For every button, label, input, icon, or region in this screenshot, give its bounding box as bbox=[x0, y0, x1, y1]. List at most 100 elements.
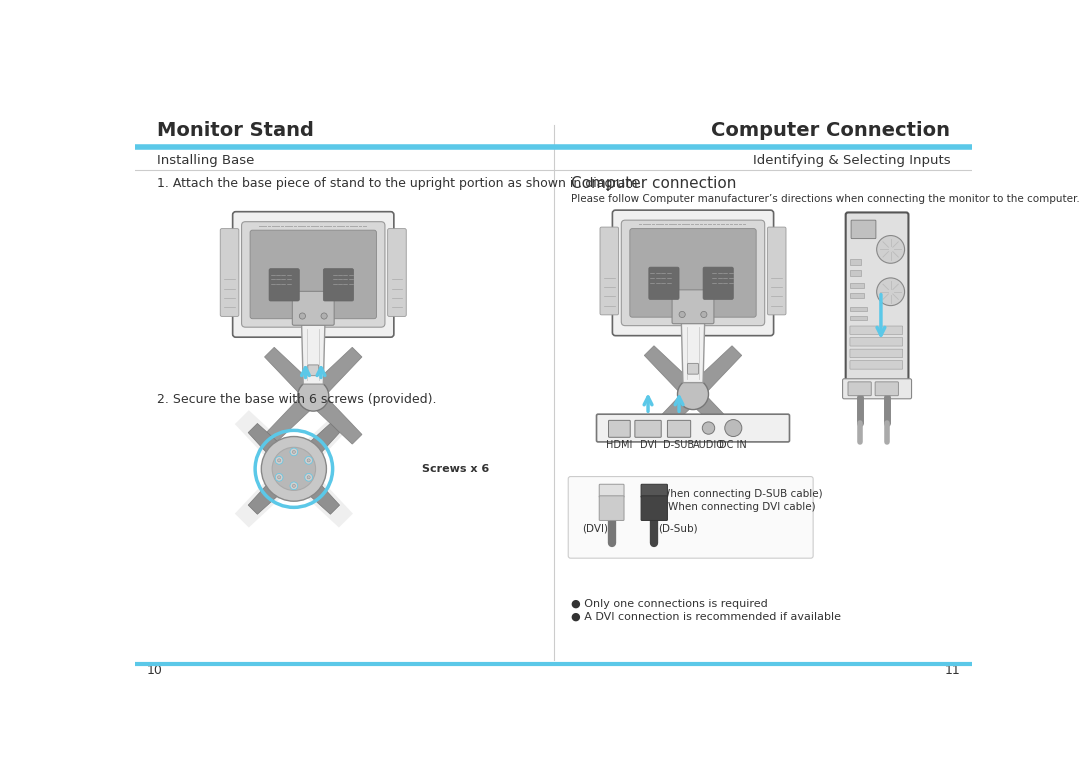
FancyBboxPatch shape bbox=[600, 227, 619, 315]
Polygon shape bbox=[645, 346, 699, 400]
FancyBboxPatch shape bbox=[850, 361, 903, 369]
FancyBboxPatch shape bbox=[642, 496, 667, 520]
FancyBboxPatch shape bbox=[220, 229, 239, 317]
Text: Installing Base: Installing Base bbox=[157, 154, 254, 167]
Text: Computer Connection: Computer Connection bbox=[712, 121, 950, 140]
Circle shape bbox=[275, 474, 283, 481]
Polygon shape bbox=[265, 347, 320, 401]
Polygon shape bbox=[287, 462, 339, 514]
Polygon shape bbox=[687, 388, 742, 443]
Bar bbox=[850, 317, 867, 320]
Polygon shape bbox=[301, 325, 325, 384]
FancyBboxPatch shape bbox=[599, 496, 624, 520]
Text: ● A DVI connection is recommended if available: ● A DVI connection is recommended if ava… bbox=[570, 612, 840, 622]
Text: 10: 10 bbox=[147, 664, 162, 677]
FancyBboxPatch shape bbox=[608, 420, 631, 437]
FancyBboxPatch shape bbox=[269, 269, 299, 301]
Circle shape bbox=[298, 380, 328, 411]
Text: Please follow Computer manufacturer’s directions when connecting the monitor to : Please follow Computer manufacturer’s di… bbox=[570, 195, 1079, 204]
Circle shape bbox=[307, 459, 310, 462]
FancyBboxPatch shape bbox=[323, 269, 353, 301]
FancyBboxPatch shape bbox=[875, 382, 899, 396]
Text: (DVI): (DVI) bbox=[582, 523, 608, 533]
Bar bbox=[850, 259, 861, 265]
FancyBboxPatch shape bbox=[842, 378, 912, 399]
Polygon shape bbox=[285, 460, 353, 527]
Polygon shape bbox=[681, 324, 704, 382]
FancyBboxPatch shape bbox=[642, 485, 667, 497]
Circle shape bbox=[272, 447, 315, 491]
Text: DC IN: DC IN bbox=[719, 440, 747, 450]
Text: 1. Attach the base piece of stand to the upright portion as shown in diagram.: 1. Attach the base piece of stand to the… bbox=[157, 178, 642, 191]
Circle shape bbox=[291, 448, 298, 456]
Polygon shape bbox=[645, 388, 699, 443]
Text: D-SUB: D-SUB bbox=[663, 440, 694, 450]
FancyBboxPatch shape bbox=[568, 477, 813, 559]
FancyBboxPatch shape bbox=[251, 230, 377, 319]
Text: (When connecting DVI cable): (When connecting DVI cable) bbox=[664, 501, 815, 512]
FancyBboxPatch shape bbox=[850, 349, 903, 358]
FancyBboxPatch shape bbox=[242, 222, 384, 327]
Text: HDMI: HDMI bbox=[606, 440, 633, 450]
Circle shape bbox=[702, 422, 715, 434]
Circle shape bbox=[299, 313, 306, 319]
FancyBboxPatch shape bbox=[308, 365, 319, 375]
Text: 2. Secure the base with 6 screws (provided).: 2. Secure the base with 6 screws (provid… bbox=[157, 393, 436, 406]
Polygon shape bbox=[234, 410, 302, 478]
Text: Screws x 6: Screws x 6 bbox=[422, 464, 489, 474]
Bar bbox=[850, 283, 864, 288]
Circle shape bbox=[278, 476, 281, 479]
Circle shape bbox=[305, 456, 312, 464]
Circle shape bbox=[701, 311, 707, 317]
FancyBboxPatch shape bbox=[599, 485, 624, 497]
FancyBboxPatch shape bbox=[851, 221, 876, 239]
FancyBboxPatch shape bbox=[848, 382, 872, 396]
Circle shape bbox=[307, 476, 310, 479]
FancyBboxPatch shape bbox=[672, 290, 714, 324]
FancyBboxPatch shape bbox=[388, 229, 406, 317]
Circle shape bbox=[305, 474, 312, 481]
Circle shape bbox=[275, 456, 283, 464]
FancyBboxPatch shape bbox=[649, 267, 679, 299]
Polygon shape bbox=[285, 410, 353, 478]
Circle shape bbox=[261, 436, 326, 501]
Text: (When connecting D-SUB cable): (When connecting D-SUB cable) bbox=[657, 488, 823, 498]
Circle shape bbox=[679, 311, 685, 317]
Bar bbox=[850, 270, 861, 276]
Circle shape bbox=[291, 482, 298, 490]
FancyBboxPatch shape bbox=[768, 227, 786, 315]
Bar bbox=[850, 307, 867, 311]
FancyBboxPatch shape bbox=[667, 420, 691, 437]
FancyBboxPatch shape bbox=[635, 420, 661, 437]
Circle shape bbox=[293, 485, 296, 488]
Polygon shape bbox=[248, 423, 300, 475]
Circle shape bbox=[321, 313, 327, 319]
Text: AUDIO: AUDIO bbox=[692, 440, 725, 450]
Polygon shape bbox=[265, 390, 320, 444]
FancyBboxPatch shape bbox=[612, 210, 773, 336]
Bar bbox=[850, 293, 864, 298]
FancyBboxPatch shape bbox=[630, 229, 756, 317]
FancyBboxPatch shape bbox=[850, 326, 903, 334]
Circle shape bbox=[278, 459, 281, 462]
Polygon shape bbox=[307, 390, 362, 444]
Polygon shape bbox=[687, 346, 742, 400]
Circle shape bbox=[725, 420, 742, 436]
Circle shape bbox=[877, 236, 905, 263]
Text: Computer connection: Computer connection bbox=[570, 176, 735, 192]
FancyBboxPatch shape bbox=[621, 221, 765, 326]
Polygon shape bbox=[287, 423, 339, 475]
Text: (D-Sub): (D-Sub) bbox=[658, 523, 698, 533]
Text: DVI: DVI bbox=[639, 440, 657, 450]
Polygon shape bbox=[234, 460, 302, 527]
Circle shape bbox=[293, 450, 296, 453]
Polygon shape bbox=[248, 462, 300, 514]
Text: ● Only one connections is required: ● Only one connections is required bbox=[570, 599, 767, 609]
FancyBboxPatch shape bbox=[846, 212, 908, 387]
FancyBboxPatch shape bbox=[703, 267, 733, 299]
Text: Monitor Stand: Monitor Stand bbox=[157, 121, 313, 140]
Text: Identifying & Selecting Inputs: Identifying & Selecting Inputs bbox=[753, 154, 950, 167]
FancyBboxPatch shape bbox=[850, 337, 903, 346]
Text: 11: 11 bbox=[945, 664, 960, 677]
Polygon shape bbox=[307, 347, 362, 401]
